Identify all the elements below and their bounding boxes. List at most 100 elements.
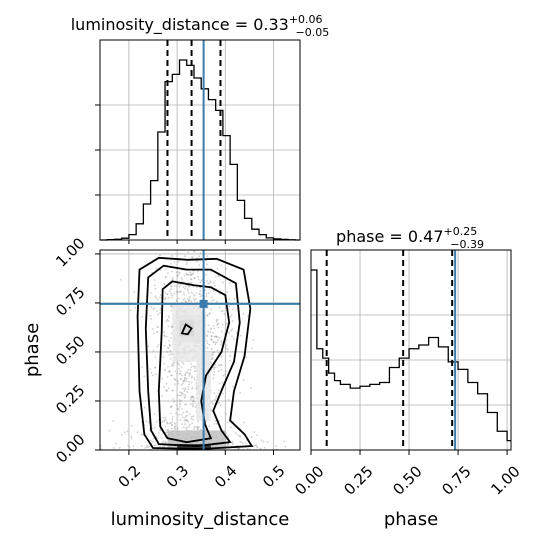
joint-sample-point <box>193 426 196 428</box>
joint-sample-point <box>187 289 189 292</box>
joint-sample-point <box>130 437 133 439</box>
joint-sample-point <box>214 363 217 366</box>
joint-sample-point <box>128 446 131 449</box>
joint-sample-point <box>256 434 259 437</box>
joint-sample-point <box>188 296 191 299</box>
joint-sample-point <box>170 254 173 257</box>
joint-sample-point <box>169 405 172 408</box>
joint-sample-point <box>166 422 169 425</box>
joint-sample-point <box>187 300 190 302</box>
joint-sample-point <box>190 274 192 277</box>
phase-lower-error: −0.39 <box>450 238 484 251</box>
joint-sample-point <box>263 446 266 449</box>
joint-sample-point <box>163 420 165 423</box>
y-axis-label-phase: phase <box>22 323 43 377</box>
joint-sample-point <box>177 271 180 273</box>
joint-sample-point <box>159 445 161 448</box>
joint-sample-point <box>242 379 245 381</box>
joint-sample-point <box>159 429 161 432</box>
joint-sample-point <box>166 422 169 425</box>
joint-sample-point <box>140 433 143 436</box>
joint-sample-point <box>177 427 179 430</box>
joint-sample-point <box>180 366 183 368</box>
joint-sample-point <box>196 425 199 428</box>
joint-sample-point <box>163 283 166 285</box>
joint-sample-point <box>235 332 238 335</box>
joint-sample-point <box>215 336 218 339</box>
joint-sample-point <box>250 436 253 439</box>
phase-title-prefix: phase = <box>336 227 408 246</box>
joint-sample-point <box>191 422 194 425</box>
joint-sample-point <box>185 378 188 380</box>
joint-sample-point <box>168 344 171 347</box>
joint-sample-point <box>237 447 240 450</box>
joint-sample-point <box>186 273 188 276</box>
joint-sample-point <box>226 291 229 294</box>
joint-sample-point <box>152 349 155 352</box>
joint-sample-point <box>164 418 167 421</box>
joint-sample-point <box>230 335 233 338</box>
joint-sample-point <box>165 335 168 338</box>
joint-sample-point <box>216 323 219 326</box>
joint-sample-point <box>213 422 216 425</box>
joint-sample-point <box>159 312 161 314</box>
joint-sample-point <box>178 372 181 375</box>
joint-sample-point <box>155 296 158 299</box>
joint-sample-point <box>226 338 228 341</box>
joint-sample-point <box>206 314 209 316</box>
joint-sample-point <box>188 423 191 426</box>
joint-sample-point <box>242 421 245 424</box>
joint-sample-point <box>172 364 175 367</box>
joint-sample-point <box>180 413 183 416</box>
joint-sample-point <box>162 416 165 419</box>
joint-sample-point <box>152 374 154 377</box>
joint-sample-point <box>260 439 263 442</box>
joint-sample-point <box>228 282 231 285</box>
joint-sample-point <box>211 299 214 302</box>
joint-sample-point <box>246 447 249 450</box>
joint-sample-point <box>193 277 196 279</box>
joint-sample-point <box>164 296 167 299</box>
joint-sample-point <box>184 373 187 376</box>
joint-sample-point <box>214 420 217 422</box>
joint-sample-point <box>140 445 143 448</box>
joint-sample-point <box>149 439 152 442</box>
joint-sample-point <box>195 286 198 289</box>
joint-sample-point <box>152 308 155 311</box>
joint-sample-point <box>238 434 241 437</box>
joint-sample-point <box>173 284 176 287</box>
luminosity-distance-histogram-grid <box>100 40 300 240</box>
joint-sample-point <box>158 296 161 299</box>
joint-sample-point <box>187 388 190 391</box>
joint-sample-point <box>170 288 172 291</box>
joint-sample-point <box>206 335 209 338</box>
joint-sample-point <box>167 370 170 373</box>
joint-sample-point <box>191 386 194 389</box>
joint-sample-point <box>200 279 203 282</box>
joint-sample-point <box>167 347 170 350</box>
joint-sample-point <box>177 362 179 365</box>
joint-sample-point <box>187 292 190 294</box>
joint-sample-point <box>182 426 185 429</box>
joint-sample-point <box>190 417 193 420</box>
joint-sample-point <box>150 305 153 308</box>
joint-sample-point <box>190 396 192 398</box>
joint-sample-point <box>187 281 190 284</box>
joint-sample-point <box>225 370 228 373</box>
joint-sample-point <box>170 337 172 340</box>
joint-x-tick-label-3: 0.5 <box>259 462 289 492</box>
joint-sample-point <box>192 404 195 407</box>
joint-sample-point <box>220 310 223 313</box>
joint-sample-point <box>170 427 173 430</box>
joint-sample-point <box>210 335 213 337</box>
joint-sample-point <box>195 425 197 428</box>
joint-sample-point <box>190 366 193 369</box>
joint-sample-point <box>130 435 133 438</box>
joint-sample-point <box>216 392 219 395</box>
joint-sample-point <box>221 392 224 395</box>
joint-sample-point <box>214 341 217 344</box>
joint-sample-point <box>213 392 216 395</box>
joint-sample-point <box>211 354 213 356</box>
joint-x-ticks: 0.2 0.3 0.4 0.5 <box>115 450 289 491</box>
joint-sample-point <box>190 300 193 303</box>
